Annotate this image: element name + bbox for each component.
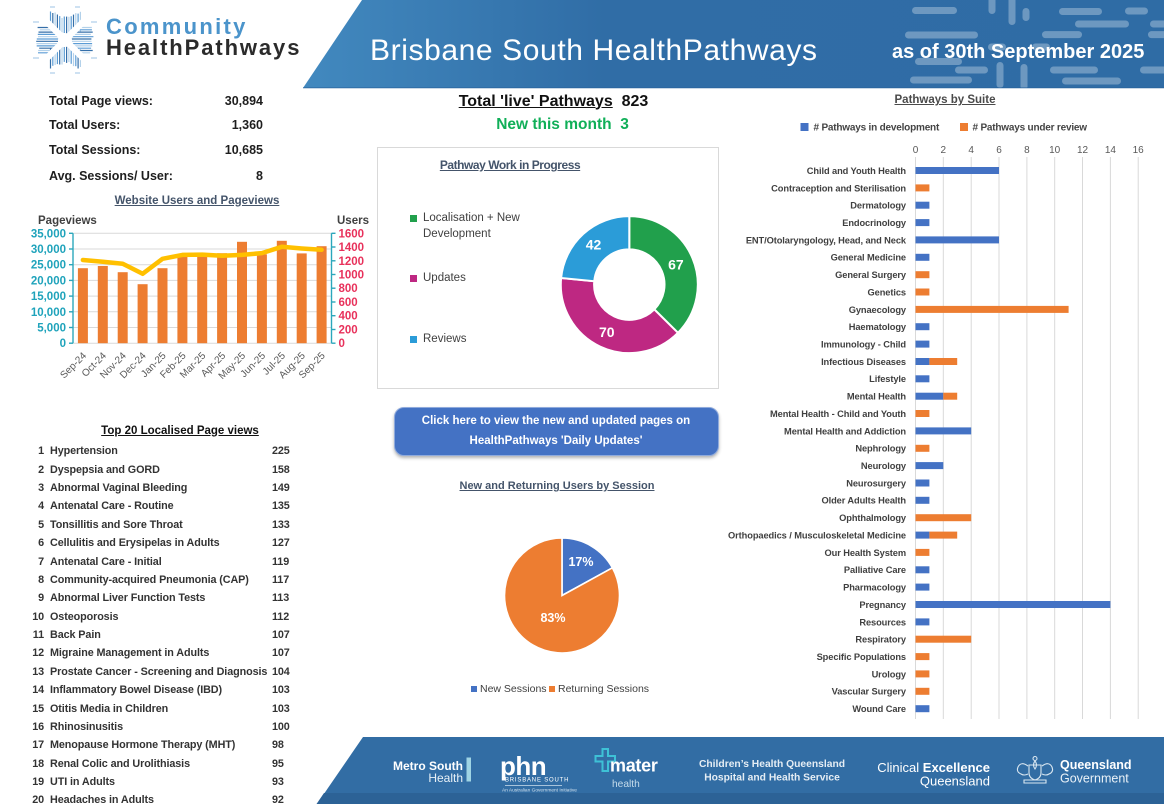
svg-text:Mental Health - Child and Yout: Mental Health - Child and Youth [770,409,906,419]
svg-text:10: 10 [1049,145,1061,156]
svg-text:Mental Health: Mental Health [847,392,907,402]
svg-text:Gynaecology: Gynaecology [849,305,907,315]
svg-text:Queensland: Queensland [920,774,990,789]
svg-text:Ophthalmology: Ophthalmology [839,513,907,523]
svg-text:200: 200 [339,325,358,337]
svg-text:83%: 83% [540,611,565,625]
svg-text:1000: 1000 [339,270,365,282]
svg-text:16: 16 [1133,145,1145,156]
svg-text:Our Health System: Our Health System [825,548,906,558]
svg-text:Orthopaedics / Musculoskeletal: Orthopaedics / Musculoskeletal Medicine [728,531,906,541]
svg-text:Clinical Excellence: Clinical Excellence [877,760,990,775]
svg-text:1600: 1600 [339,228,365,240]
svg-text:Government: Government [1060,772,1129,786]
svg-text:Pharmacology: Pharmacology [843,583,907,593]
svg-text:30,000: 30,000 [31,244,66,256]
svg-text:Dermatology: Dermatology [850,201,907,211]
svg-text:Resources: Resources [859,617,906,627]
svg-text:Respiratory: Respiratory [855,635,906,645]
svg-text:Child and Youth Health: Child and Youth Health [807,166,907,176]
svg-text:Health: Health [428,771,463,785]
svg-text:2: 2 [941,145,947,156]
svg-text:Neurosurgery: Neurosurgery [846,478,907,488]
svg-text:67: 67 [668,257,684,273]
svg-text:Immunology - Child: Immunology - Child [821,340,906,350]
svg-text:42: 42 [586,237,602,253]
svg-text:Urology: Urology [872,669,907,679]
svg-text:Mental Health and Addiction: Mental Health and Addiction [784,426,906,436]
svg-text:600: 600 [339,297,358,309]
svg-text:Children’s Health Queensland: Children’s Health Queensland [699,759,845,770]
svg-text:25,000: 25,000 [31,260,66,272]
svg-text:Infectious Diseases: Infectious Diseases [821,357,906,367]
svg-text:12: 12 [1077,145,1089,156]
svg-text:35,000: 35,000 [31,228,66,240]
svg-text:Lifestyle: Lifestyle [869,374,906,384]
svg-text:mater: mater [610,756,658,776]
svg-text:0: 0 [60,338,66,350]
svg-text:Older Adults Health: Older Adults Health [821,496,906,506]
svg-text:health: health [612,779,640,790]
svg-text:10,000: 10,000 [31,307,66,319]
svg-text:ENT/Otolaryngology, Head, and: ENT/Otolaryngology, Head, and Neck [746,235,907,245]
svg-text:400: 400 [339,311,358,323]
svg-text:5,000: 5,000 [37,323,66,335]
svg-text:phn: phn [500,751,546,781]
svg-text:Palliative Care: Palliative Care [844,565,906,575]
svg-text:Nephrology: Nephrology [855,444,907,454]
svg-text:15,000: 15,000 [31,291,66,303]
svg-text:Genetics: Genetics [868,287,906,297]
svg-text:6: 6 [996,145,1002,156]
svg-text:General Surgery: General Surgery [835,270,907,280]
svg-text:4: 4 [968,145,974,156]
svg-text:20,000: 20,000 [31,275,66,287]
svg-text:Haematology: Haematology [849,322,907,332]
svg-text:17%: 17% [568,555,593,569]
svg-text:14: 14 [1105,145,1117,156]
svg-text:0: 0 [339,338,345,350]
svg-text:Specific Populations: Specific Populations [817,652,906,662]
svg-text:BRISBANE SOUTH: BRISBANE SOUTH [505,778,569,784]
svg-text:Vascular Surgery: Vascular Surgery [832,687,907,697]
svg-text:1400: 1400 [339,242,365,254]
svg-text:800: 800 [339,283,358,295]
svg-text:Neurology: Neurology [861,461,907,471]
svg-text:Contraception and Sterilisatio: Contraception and Sterilisation [771,183,906,193]
svg-text:Hospital and Health Service: Hospital and Health Service [704,773,840,784]
svg-text:# Pathways in development: # Pathways in development [814,123,940,134]
svg-text:# Pathways under review: # Pathways under review [973,123,1088,134]
svg-text:8: 8 [1024,145,1030,156]
svg-text:70: 70 [599,324,615,340]
svg-text:Pregnancy: Pregnancy [859,600,907,610]
svg-text:Queensland: Queensland [1060,758,1132,772]
svg-text:Metro South: Metro South [393,759,463,773]
svg-text:1200: 1200 [339,256,365,268]
svg-text:0: 0 [913,145,919,156]
svg-text:Wound Care: Wound Care [852,704,906,714]
svg-text:An Australian Government Initi: An Australian Government Initiative [502,788,577,794]
svg-text:General Medicine: General Medicine [831,253,906,263]
svg-text:Endocrinology: Endocrinology [842,218,907,228]
